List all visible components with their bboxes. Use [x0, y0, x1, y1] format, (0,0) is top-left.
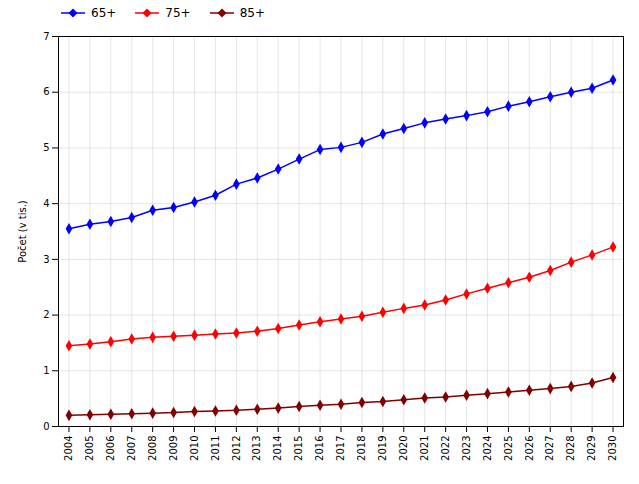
html-text:65+: 65+ — [91, 6, 117, 20]
svg-text:2015: 2015 — [293, 436, 304, 461]
svg-text:2014: 2014 — [272, 436, 283, 461]
svg-text:2007: 2007 — [126, 436, 137, 461]
svg-text:2008: 2008 — [147, 436, 158, 461]
svg-text:2029: 2029 — [586, 436, 597, 461]
svg-text:1: 1 — [43, 365, 49, 376]
svg-text:2021: 2021 — [419, 436, 430, 461]
svg-text:Počet (v tis.): Počet (v tis.) — [17, 200, 28, 263]
svg-text:2018: 2018 — [356, 436, 367, 461]
svg-text:2025: 2025 — [503, 436, 514, 461]
svg-text:2020: 2020 — [398, 436, 409, 461]
svg-text:2005: 2005 — [84, 436, 95, 461]
html-text:75+: 75+ — [165, 6, 191, 20]
svg-text:2010: 2010 — [189, 436, 200, 461]
svg-text:2024: 2024 — [482, 436, 493, 461]
svg-text:2016: 2016 — [314, 436, 325, 461]
svg-text:4: 4 — [43, 198, 49, 209]
svg-text:2012: 2012 — [231, 436, 242, 461]
svg-text:5: 5 — [43, 142, 49, 153]
svg-text:2006: 2006 — [105, 436, 116, 461]
svg-text:2022: 2022 — [440, 436, 451, 461]
svg-text:2004: 2004 — [63, 436, 74, 461]
svg-text:2009: 2009 — [168, 436, 179, 461]
svg-text:2013: 2013 — [251, 436, 262, 461]
svg-text:2028: 2028 — [565, 436, 576, 461]
svg-text:2017: 2017 — [335, 436, 346, 461]
svg-text:2: 2 — [43, 309, 49, 320]
svg-text:2026: 2026 — [524, 436, 535, 461]
html-text:85+: 85+ — [239, 6, 265, 20]
svg-text:3: 3 — [43, 254, 49, 265]
svg-text:7: 7 — [43, 31, 49, 42]
svg-text:2027: 2027 — [544, 436, 555, 461]
svg-text:2023: 2023 — [461, 436, 472, 461]
svg-text:2030: 2030 — [607, 436, 618, 461]
svg-text:2019: 2019 — [377, 436, 388, 461]
svg-text:2011: 2011 — [210, 436, 221, 461]
svg-text:0: 0 — [43, 421, 49, 432]
svg-text:6: 6 — [43, 86, 49, 97]
